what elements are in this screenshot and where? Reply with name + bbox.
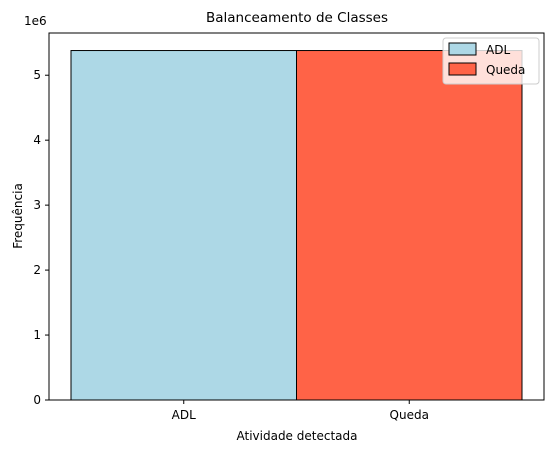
legend: ADL Queda <box>442 37 540 85</box>
y-tick-label: 5 <box>33 68 41 82</box>
legend-label-adl: ADL <box>486 43 510 57</box>
bar-queda <box>296 50 523 401</box>
y-tick-label: 4 <box>33 133 41 147</box>
y-tick-label: 0 <box>33 393 41 407</box>
y-offset-label: 1e6 <box>24 14 47 28</box>
y-tick-label: 1 <box>33 328 41 342</box>
x-ticks: ADL Queda <box>172 400 429 422</box>
x-tick-label: ADL <box>172 408 196 422</box>
bars <box>70 50 523 401</box>
plot-frame <box>48 32 545 401</box>
legend-label-queda: Queda <box>486 63 525 77</box>
x-axis-label: Atividade detectada <box>237 429 358 443</box>
y-axis-label: Frequência <box>11 183 25 249</box>
bar-adl <box>70 50 297 401</box>
chart-title: Balanceamento de Classes <box>206 10 388 26</box>
x-tick-label: Queda <box>390 408 429 422</box>
y-tick-label: 2 <box>33 263 41 277</box>
y-tick-label: 3 <box>33 198 41 212</box>
y-ticks: 0 1 2 3 4 5 <box>33 68 49 407</box>
legend-swatch-adl <box>448 42 477 56</box>
legend-swatch-queda <box>448 62 477 76</box>
